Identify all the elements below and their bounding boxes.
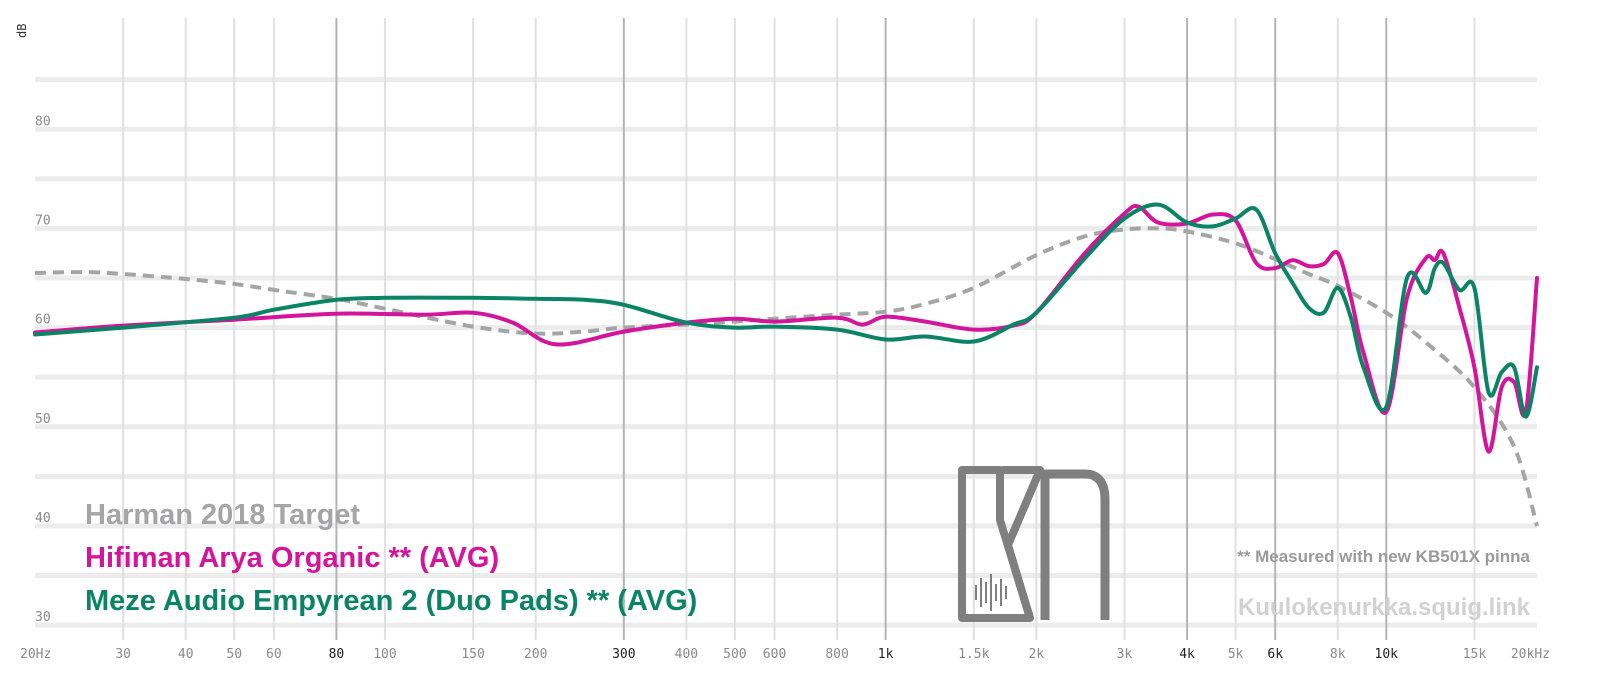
x-tick-label: 4k bbox=[1179, 647, 1195, 662]
x-tick-label: 15k bbox=[1463, 647, 1487, 662]
kn-logo bbox=[958, 466, 1110, 622]
empyrean-2-curve bbox=[33, 202, 1539, 419]
x-tick-label: 60 bbox=[266, 647, 282, 662]
y-tick-label: 50 bbox=[35, 412, 51, 427]
x-tick-label: 200 bbox=[524, 647, 547, 662]
x-tick-label: 8k bbox=[1330, 647, 1346, 662]
x-tick-label: 6k bbox=[1267, 647, 1283, 662]
legend-series2-label: Meze Audio Empyrean 2 (Duo Pads) ** (AVG… bbox=[85, 585, 697, 617]
x-tick-label: 50 bbox=[226, 647, 242, 662]
x-tick-label: 100 bbox=[373, 647, 396, 662]
legend: Harman 2018 Target Hifiman Arya Organic … bbox=[85, 499, 697, 617]
x-tick-label: 150 bbox=[461, 647, 484, 662]
x-tick-label: 800 bbox=[825, 647, 848, 662]
x-tick-label: 300 bbox=[612, 647, 635, 662]
x-tick-label: 10k bbox=[1375, 647, 1399, 662]
x-tick-label: 600 bbox=[763, 647, 786, 662]
y-tick-label: 70 bbox=[35, 213, 51, 228]
y-axis-unit: dB bbox=[15, 24, 29, 38]
x-tick-label: 1k bbox=[878, 647, 894, 662]
x-tick-label: 80 bbox=[329, 647, 345, 662]
x-tick-label: 500 bbox=[723, 647, 746, 662]
legend-target-label: Harman 2018 Target bbox=[85, 499, 360, 531]
legend-series1-label: Hifiman Arya Organic ** (AVG) bbox=[85, 542, 499, 574]
x-tick-label: 5k bbox=[1228, 647, 1244, 662]
axes: dB 20Hz 30 40 50 60 80 100 150 200 300 400 500 600 80… bbox=[15, 24, 1550, 662]
x-tick-label: 3k bbox=[1117, 647, 1133, 662]
y-tick-label: 30 bbox=[35, 610, 51, 625]
x-tick-label: 20Hz bbox=[20, 647, 51, 662]
x-tick-label: 30 bbox=[115, 647, 131, 662]
x-tick-label: 20kHz bbox=[1511, 647, 1550, 662]
y-tick-label: 40 bbox=[35, 511, 51, 526]
y-tick-label: 80 bbox=[35, 114, 51, 129]
series-layer bbox=[33, 202, 1539, 527]
x-tick-label: 400 bbox=[675, 647, 698, 662]
x-tick-label: 2k bbox=[1029, 647, 1045, 662]
x-tick-label: 40 bbox=[178, 647, 194, 662]
arya-organic-curve bbox=[33, 203, 1539, 454]
x-tick-label: 1.5k bbox=[958, 647, 989, 662]
site-watermark: Kuulokenurkka.squig.link bbox=[1238, 594, 1531, 621]
measurement-footnote: ** Measured with new KB501X pinna bbox=[1237, 547, 1530, 566]
y-tick-label: 60 bbox=[35, 313, 51, 328]
